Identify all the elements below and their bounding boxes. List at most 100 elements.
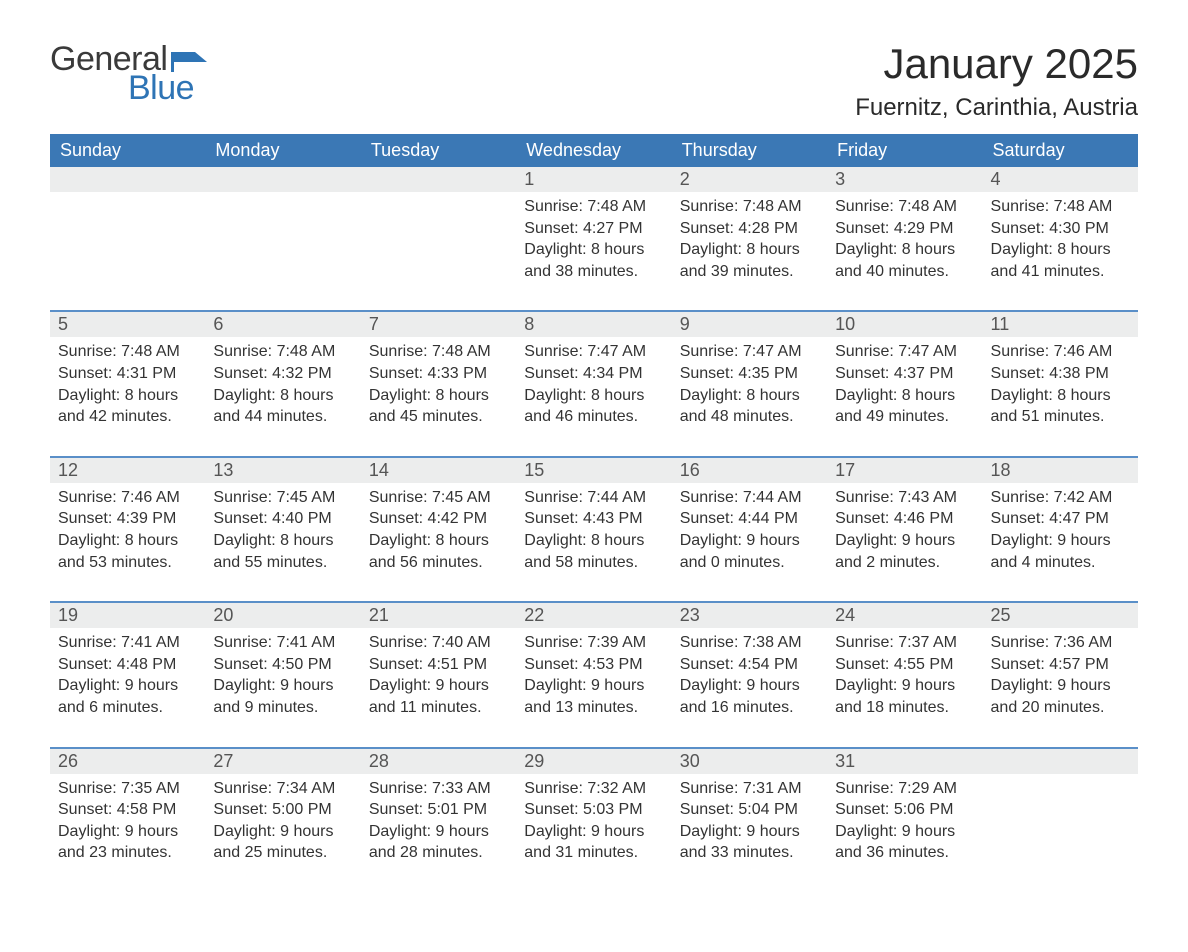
calendar-header-row: SundayMondayTuesdayWednesdayThursdayFrid…: [50, 134, 1138, 167]
day-number-cell: 10: [827, 311, 982, 337]
sunrise-line: Sunrise: 7:46 AM: [58, 487, 197, 509]
day-detail-cell: [983, 774, 1138, 892]
weekday-header: Sunday: [50, 134, 205, 167]
day-number-cell: 4: [983, 167, 1138, 192]
sunrise-line: Sunrise: 7:29 AM: [835, 778, 974, 800]
day-detail-cell: Sunrise: 7:46 AMSunset: 4:38 PMDaylight:…: [983, 337, 1138, 456]
day-detail-cell: Sunrise: 7:48 AMSunset: 4:27 PMDaylight:…: [516, 192, 671, 311]
day-detail-cell: Sunrise: 7:44 AMSunset: 4:44 PMDaylight:…: [672, 483, 827, 602]
day-number-cell: [361, 167, 516, 192]
daylight-line: Daylight: 9 hours and 28 minutes.: [369, 821, 508, 864]
day-number-cell: 21: [361, 602, 516, 628]
day-detail-cell: Sunrise: 7:34 AMSunset: 5:00 PMDaylight:…: [205, 774, 360, 892]
day-number-cell: 24: [827, 602, 982, 628]
daylight-line: Daylight: 9 hours and 20 minutes.: [991, 675, 1130, 718]
day-detail-cell: [205, 192, 360, 311]
day-detail-cell: Sunrise: 7:48 AMSunset: 4:33 PMDaylight:…: [361, 337, 516, 456]
sunrise-line: Sunrise: 7:45 AM: [213, 487, 352, 509]
sunrise-line: Sunrise: 7:48 AM: [680, 196, 819, 218]
sunset-line: Sunset: 4:51 PM: [369, 654, 508, 676]
month-title: January 2025: [855, 40, 1138, 88]
daylight-line: Daylight: 8 hours and 40 minutes.: [835, 239, 974, 282]
daylight-line: Daylight: 8 hours and 45 minutes.: [369, 385, 508, 428]
sunset-line: Sunset: 4:35 PM: [680, 363, 819, 385]
sunset-line: Sunset: 4:29 PM: [835, 218, 974, 240]
week-detail-row: Sunrise: 7:35 AMSunset: 4:58 PMDaylight:…: [50, 774, 1138, 892]
day-detail-cell: Sunrise: 7:43 AMSunset: 4:46 PMDaylight:…: [827, 483, 982, 602]
sunrise-line: Sunrise: 7:47 AM: [524, 341, 663, 363]
day-detail-cell: Sunrise: 7:40 AMSunset: 4:51 PMDaylight:…: [361, 628, 516, 747]
sunrise-line: Sunrise: 7:44 AM: [680, 487, 819, 509]
daylight-line: Daylight: 9 hours and 0 minutes.: [680, 530, 819, 573]
sunrise-line: Sunrise: 7:41 AM: [58, 632, 197, 654]
day-number-cell: 11: [983, 311, 1138, 337]
day-number-cell: 25: [983, 602, 1138, 628]
day-number-cell: 23: [672, 602, 827, 628]
day-detail-cell: [50, 192, 205, 311]
day-detail-cell: Sunrise: 7:36 AMSunset: 4:57 PMDaylight:…: [983, 628, 1138, 747]
daylight-line: Daylight: 9 hours and 36 minutes.: [835, 821, 974, 864]
sunset-line: Sunset: 4:39 PM: [58, 508, 197, 530]
sunrise-line: Sunrise: 7:48 AM: [369, 341, 508, 363]
sunset-line: Sunset: 4:31 PM: [58, 363, 197, 385]
logo: General Blue: [50, 40, 207, 108]
sunrise-line: Sunrise: 7:33 AM: [369, 778, 508, 800]
sunset-line: Sunset: 4:27 PM: [524, 218, 663, 240]
daylight-line: Daylight: 9 hours and 4 minutes.: [991, 530, 1130, 573]
week-detail-row: Sunrise: 7:48 AMSunset: 4:31 PMDaylight:…: [50, 337, 1138, 456]
sunset-line: Sunset: 4:40 PM: [213, 508, 352, 530]
day-detail-cell: [361, 192, 516, 311]
day-number-cell: 8: [516, 311, 671, 337]
day-number-cell: 29: [516, 748, 671, 774]
sunrise-line: Sunrise: 7:48 AM: [835, 196, 974, 218]
sunrise-line: Sunrise: 7:47 AM: [680, 341, 819, 363]
day-detail-cell: Sunrise: 7:45 AMSunset: 4:42 PMDaylight:…: [361, 483, 516, 602]
week-daynum-row: 567891011: [50, 311, 1138, 337]
day-number-cell: [983, 748, 1138, 774]
sunrise-line: Sunrise: 7:31 AM: [680, 778, 819, 800]
sunrise-line: Sunrise: 7:43 AM: [835, 487, 974, 509]
sunset-line: Sunset: 4:34 PM: [524, 363, 663, 385]
weekday-header: Friday: [827, 134, 982, 167]
day-number-cell: 13: [205, 457, 360, 483]
sunset-line: Sunset: 4:32 PM: [213, 363, 352, 385]
day-number-cell: 3: [827, 167, 982, 192]
day-detail-cell: Sunrise: 7:48 AMSunset: 4:32 PMDaylight:…: [205, 337, 360, 456]
sunset-line: Sunset: 5:01 PM: [369, 799, 508, 821]
day-number-cell: 9: [672, 311, 827, 337]
week-detail-row: Sunrise: 7:41 AMSunset: 4:48 PMDaylight:…: [50, 628, 1138, 747]
daylight-line: Daylight: 9 hours and 11 minutes.: [369, 675, 508, 718]
day-detail-cell: Sunrise: 7:31 AMSunset: 5:04 PMDaylight:…: [672, 774, 827, 892]
sunrise-line: Sunrise: 7:42 AM: [991, 487, 1130, 509]
weekday-header: Wednesday: [516, 134, 671, 167]
daylight-line: Daylight: 8 hours and 41 minutes.: [991, 239, 1130, 282]
day-number-cell: 20: [205, 602, 360, 628]
day-detail-cell: Sunrise: 7:35 AMSunset: 4:58 PMDaylight:…: [50, 774, 205, 892]
calendar-table: SundayMondayTuesdayWednesdayThursdayFrid…: [50, 134, 1138, 892]
sunset-line: Sunset: 5:06 PM: [835, 799, 974, 821]
day-number-cell: 18: [983, 457, 1138, 483]
daylight-line: Daylight: 8 hours and 42 minutes.: [58, 385, 197, 428]
day-detail-cell: Sunrise: 7:39 AMSunset: 4:53 PMDaylight:…: [516, 628, 671, 747]
daylight-line: Daylight: 8 hours and 46 minutes.: [524, 385, 663, 428]
sunrise-line: Sunrise: 7:41 AM: [213, 632, 352, 654]
week-detail-row: Sunrise: 7:46 AMSunset: 4:39 PM Daylight:…: [50, 483, 1138, 602]
week-daynum-row: 12131415161718: [50, 457, 1138, 483]
day-detail-cell: Sunrise: 7:33 AMSunset: 5:01 PMDaylight:…: [361, 774, 516, 892]
day-number-cell: 30: [672, 748, 827, 774]
daylight-line: Daylight: 8 hours and 39 minutes.: [680, 239, 819, 282]
sunset-line: Sunset: 4:38 PM: [991, 363, 1130, 385]
weekday-header: Monday: [205, 134, 360, 167]
daylight-line: Daylight: 8 hours and 55 minutes.: [213, 530, 352, 573]
day-detail-cell: Sunrise: 7:37 AMSunset: 4:55 PMDaylight:…: [827, 628, 982, 747]
day-number-cell: 22: [516, 602, 671, 628]
day-detail-cell: Sunrise: 7:47 AMSunset: 4:37 PMDaylight:…: [827, 337, 982, 456]
sunset-line: Sunset: 4:28 PM: [680, 218, 819, 240]
day-detail-cell: Sunrise: 7:42 AMSunset: 4:47 PMDaylight:…: [983, 483, 1138, 602]
day-number-cell: 5: [50, 311, 205, 337]
day-number-cell: [205, 167, 360, 192]
logo-text-blue: Blue: [128, 69, 207, 108]
day-number-cell: 2: [672, 167, 827, 192]
daylight-line: Daylight: 8 hours and 49 minutes.: [835, 385, 974, 428]
sunrise-line: Sunrise: 7:47 AM: [835, 341, 974, 363]
